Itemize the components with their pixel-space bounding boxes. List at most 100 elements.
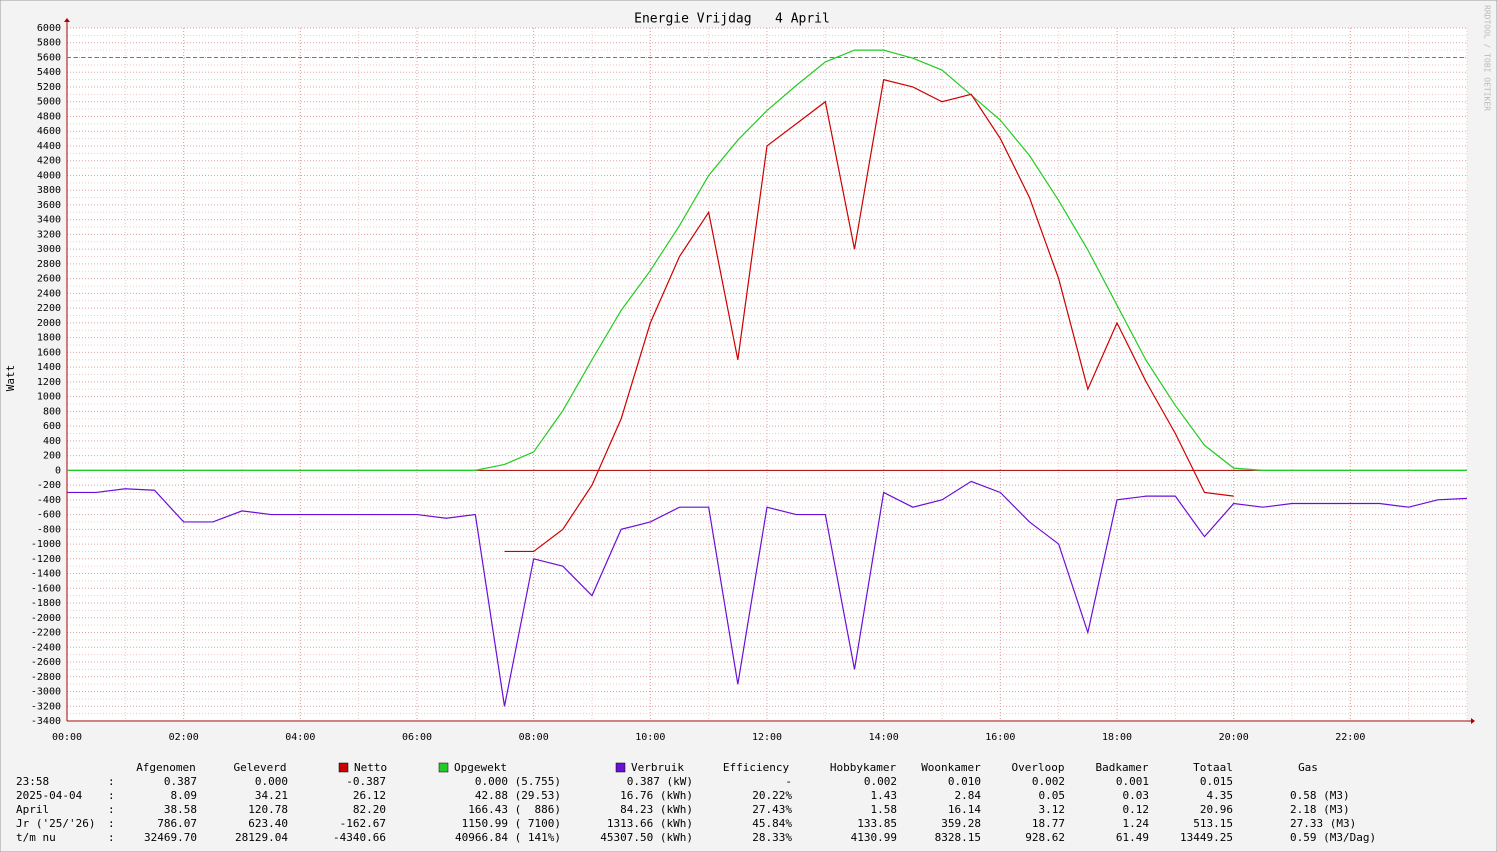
table-cell: 40966.84 ( 141%) bbox=[455, 831, 561, 844]
x-tick-label: 18:00 bbox=[1102, 732, 1132, 743]
table-cell: 133.85 bbox=[857, 817, 897, 830]
table-cell: -4340.66 bbox=[333, 831, 386, 844]
table-cell: 0.001 bbox=[1116, 775, 1149, 788]
y-tick-label: 6000 bbox=[37, 23, 61, 34]
table-cell: 28129.04 bbox=[235, 831, 288, 844]
y-tick-label: -2400 bbox=[31, 642, 61, 653]
y-tick-label: 2000 bbox=[37, 318, 61, 329]
y-tick-label: -1400 bbox=[31, 569, 61, 580]
y-tick-label: 3800 bbox=[37, 185, 61, 196]
table-cell: 42.88 (29.53) bbox=[475, 789, 561, 802]
table-cell: 0.387 (kW) bbox=[627, 775, 693, 788]
legend-swatch bbox=[338, 762, 349, 773]
table-cell: 1.24 bbox=[1123, 817, 1150, 830]
row-label: Jr ('25/'26) bbox=[16, 817, 95, 830]
y-tick-label: -1200 bbox=[31, 554, 61, 565]
table-cell: 0.05 bbox=[1039, 789, 1066, 802]
table-cell: 8.09 bbox=[171, 789, 198, 802]
y-tick-label: 0 bbox=[55, 465, 61, 476]
table-cell: 1.58 bbox=[871, 803, 898, 816]
table-cell: 0.387 bbox=[164, 775, 197, 788]
x-tick-label: 06:00 bbox=[402, 732, 432, 743]
x-tick-label: 22:00 bbox=[1335, 732, 1365, 743]
y-tick-label: 2600 bbox=[37, 274, 61, 285]
y-tick-label: 5400 bbox=[37, 67, 61, 78]
series-line bbox=[67, 480, 1468, 707]
y-tick-label: 4400 bbox=[37, 141, 61, 152]
row-separator: : bbox=[108, 831, 115, 844]
table-cell: 513.15 bbox=[1193, 817, 1233, 830]
table-cell: 0.59 (M3/Dag) bbox=[1290, 831, 1376, 844]
table-header: Totaal bbox=[1193, 761, 1233, 774]
table-cell: -0.387 bbox=[346, 775, 386, 788]
row-label: 2025-04-04 bbox=[16, 789, 83, 802]
axis-arrow bbox=[64, 18, 70, 22]
table-cell: 1.43 bbox=[871, 789, 898, 802]
y-tick-label: 3600 bbox=[37, 200, 61, 211]
table-cell: 38.58 bbox=[164, 803, 197, 816]
table-cell: 32469.70 bbox=[144, 831, 197, 844]
table-cell: 2.18 (M3) bbox=[1290, 803, 1350, 816]
row-separator: : bbox=[108, 803, 115, 816]
table-cell: 45307.50 (kWh) bbox=[600, 831, 693, 844]
row-label: April bbox=[16, 803, 49, 816]
x-tick-label: 08:00 bbox=[519, 732, 549, 743]
table-cell: 20.22% bbox=[752, 789, 792, 802]
y-tick-label: -800 bbox=[37, 524, 61, 535]
row-label: 23:58 bbox=[16, 775, 49, 788]
table-cell: 18.77 bbox=[1032, 817, 1065, 830]
y-tick-label: -200 bbox=[37, 480, 61, 491]
table-cell: 4130.99 bbox=[851, 831, 897, 844]
table-cell: 16.14 bbox=[948, 803, 981, 816]
table-cell: 0.002 bbox=[1032, 775, 1065, 788]
x-tick-label: 20:00 bbox=[1219, 732, 1249, 743]
table-cell: 1150.99 ( 7100) bbox=[462, 817, 561, 830]
table-cell: 27.43% bbox=[752, 803, 792, 816]
table-cell: 0.03 bbox=[1123, 789, 1150, 802]
table-cell: -162.67 bbox=[340, 817, 386, 830]
y-tick-label: -3000 bbox=[31, 687, 61, 698]
table-cell: 1313.66 (kWh) bbox=[607, 817, 693, 830]
table-cell: 61.49 bbox=[1116, 831, 1149, 844]
table-cell: 20.96 bbox=[1200, 803, 1233, 816]
y-tick-label: 5200 bbox=[37, 82, 61, 93]
y-tick-label: -1600 bbox=[31, 583, 61, 594]
row-separator: : bbox=[108, 817, 115, 830]
x-tick-label: 02:00 bbox=[169, 732, 199, 743]
table-cell: 84.23 (kWh) bbox=[620, 803, 693, 816]
table-cell: 4.35 bbox=[1207, 789, 1234, 802]
x-tick-label: 14:00 bbox=[869, 732, 899, 743]
table-cell: 2.84 bbox=[955, 789, 982, 802]
table-cell: 3.12 bbox=[1039, 803, 1066, 816]
y-tick-label: 5600 bbox=[37, 52, 61, 63]
legend-label: Netto bbox=[354, 761, 387, 774]
table-cell: 27.33 (M3) bbox=[1290, 817, 1356, 830]
table-cell: 928.62 bbox=[1025, 831, 1065, 844]
row-separator: : bbox=[108, 775, 115, 788]
table-cell: 0.58 (M3) bbox=[1290, 789, 1350, 802]
legend-label: Verbruik bbox=[631, 761, 684, 774]
y-tick-label: 4000 bbox=[37, 170, 61, 181]
table-cell: 166.43 ( 886) bbox=[468, 803, 561, 816]
y-tick-label: 4800 bbox=[37, 111, 61, 122]
y-tick-label: 3000 bbox=[37, 244, 61, 255]
table-cell: - bbox=[785, 775, 792, 788]
table-header: Geleverd bbox=[234, 761, 287, 774]
table-cell: 786.07 bbox=[157, 817, 197, 830]
y-tick-label: -400 bbox=[37, 495, 61, 506]
y-tick-label: 4200 bbox=[37, 156, 61, 167]
table-header: Badkamer bbox=[1096, 761, 1149, 774]
y-tick-label: 200 bbox=[43, 451, 61, 462]
table-header: Efficiency bbox=[723, 761, 790, 774]
row-label: t/m nu bbox=[16, 831, 56, 844]
table-cell: 13449.25 bbox=[1180, 831, 1233, 844]
table-cell: 16.76 (kWh) bbox=[620, 789, 693, 802]
y-tick-label: 1400 bbox=[37, 362, 61, 373]
y-tick-label: -3400 bbox=[31, 716, 61, 727]
y-tick-label: -600 bbox=[37, 510, 61, 521]
y-tick-label: 3400 bbox=[37, 215, 61, 226]
y-tick-label: -3200 bbox=[31, 701, 61, 712]
x-tick-label: 12:00 bbox=[752, 732, 782, 743]
legend-swatch bbox=[438, 762, 449, 773]
